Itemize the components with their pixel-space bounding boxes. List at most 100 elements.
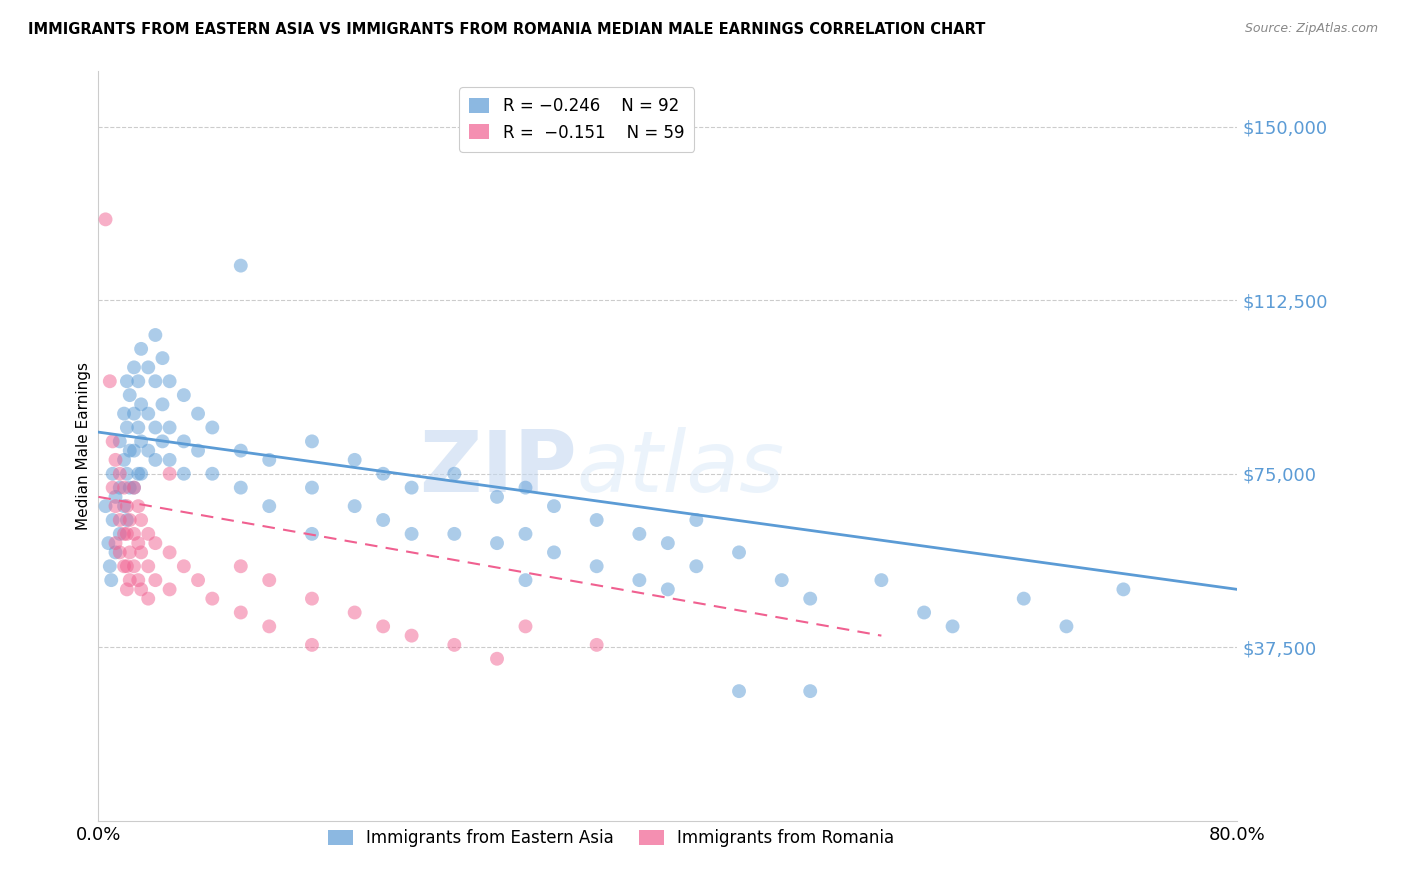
Point	[628, 573, 651, 587]
Point	[628, 527, 651, 541]
Point	[799, 591, 821, 606]
Point	[229, 443, 252, 458]
Point	[104, 453, 127, 467]
Point	[159, 374, 181, 388]
Point	[259, 499, 281, 513]
Point	[515, 619, 537, 633]
Point	[145, 420, 167, 434]
Point	[101, 481, 124, 495]
Point	[912, 606, 935, 620]
Text: Source: ZipAtlas.com: Source: ZipAtlas.com	[1244, 22, 1378, 36]
Point	[301, 434, 323, 449]
Point	[118, 545, 141, 559]
Point	[159, 467, 181, 481]
Point	[104, 499, 127, 513]
Point	[259, 619, 281, 633]
Point	[104, 545, 127, 559]
Point	[229, 606, 252, 620]
Point	[145, 328, 167, 343]
Point	[152, 351, 174, 365]
Point	[129, 582, 152, 597]
Point	[118, 481, 141, 495]
Point	[127, 467, 149, 481]
Point	[129, 434, 152, 449]
Point	[136, 591, 159, 606]
Point	[401, 527, 423, 541]
Point	[115, 582, 138, 597]
Point	[770, 573, 793, 587]
Point	[145, 536, 167, 550]
Point	[97, 536, 120, 550]
Point	[127, 420, 149, 434]
Point	[728, 545, 751, 559]
Point	[112, 407, 135, 421]
Point	[229, 559, 252, 574]
Point	[152, 434, 174, 449]
Point	[127, 374, 149, 388]
Point	[301, 481, 323, 495]
Point	[136, 360, 159, 375]
Point	[585, 513, 607, 527]
Point	[145, 573, 167, 587]
Point	[122, 407, 145, 421]
Point	[373, 467, 395, 481]
Point	[1112, 582, 1135, 597]
Point	[145, 453, 167, 467]
Point	[112, 481, 135, 495]
Point	[159, 453, 181, 467]
Point	[115, 559, 138, 574]
Point	[122, 360, 145, 375]
Point	[373, 513, 395, 527]
Legend: Immigrants from Eastern Asia, Immigrants from Romania: Immigrants from Eastern Asia, Immigrants…	[321, 822, 901, 854]
Point	[301, 638, 323, 652]
Point	[101, 434, 124, 449]
Point	[173, 388, 195, 402]
Point	[122, 559, 145, 574]
Point	[173, 467, 195, 481]
Point	[486, 652, 509, 666]
Point	[136, 527, 159, 541]
Point	[373, 619, 395, 633]
Point	[136, 443, 159, 458]
Point	[122, 443, 145, 458]
Point	[443, 638, 465, 652]
Point	[401, 629, 423, 643]
Point	[443, 527, 465, 541]
Point	[1056, 619, 1078, 633]
Point	[127, 536, 149, 550]
Point	[104, 536, 127, 550]
Point	[173, 434, 195, 449]
Point	[122, 527, 145, 541]
Point	[115, 527, 138, 541]
Point	[118, 513, 141, 527]
Point	[122, 481, 145, 495]
Text: IMMIGRANTS FROM EASTERN ASIA VS IMMIGRANTS FROM ROMANIA MEDIAN MALE EARNINGS COR: IMMIGRANTS FROM EASTERN ASIA VS IMMIGRAN…	[28, 22, 986, 37]
Point	[94, 212, 117, 227]
Point	[136, 407, 159, 421]
Point	[112, 559, 135, 574]
Point	[543, 545, 565, 559]
Point	[115, 513, 138, 527]
Point	[136, 559, 159, 574]
Point	[685, 559, 707, 574]
Point	[118, 573, 141, 587]
Point	[98, 374, 121, 388]
Point	[100, 573, 122, 587]
Point	[108, 434, 131, 449]
Point	[799, 684, 821, 698]
Point	[129, 467, 152, 481]
Point	[515, 573, 537, 587]
Point	[173, 559, 195, 574]
Point	[152, 397, 174, 411]
Text: ZIP: ZIP	[419, 427, 576, 510]
Point	[127, 499, 149, 513]
Point	[115, 374, 138, 388]
Point	[229, 259, 252, 273]
Point	[187, 407, 209, 421]
Point	[515, 481, 537, 495]
Point	[129, 397, 152, 411]
Point	[443, 467, 465, 481]
Point	[1012, 591, 1035, 606]
Point	[685, 513, 707, 527]
Point	[201, 591, 224, 606]
